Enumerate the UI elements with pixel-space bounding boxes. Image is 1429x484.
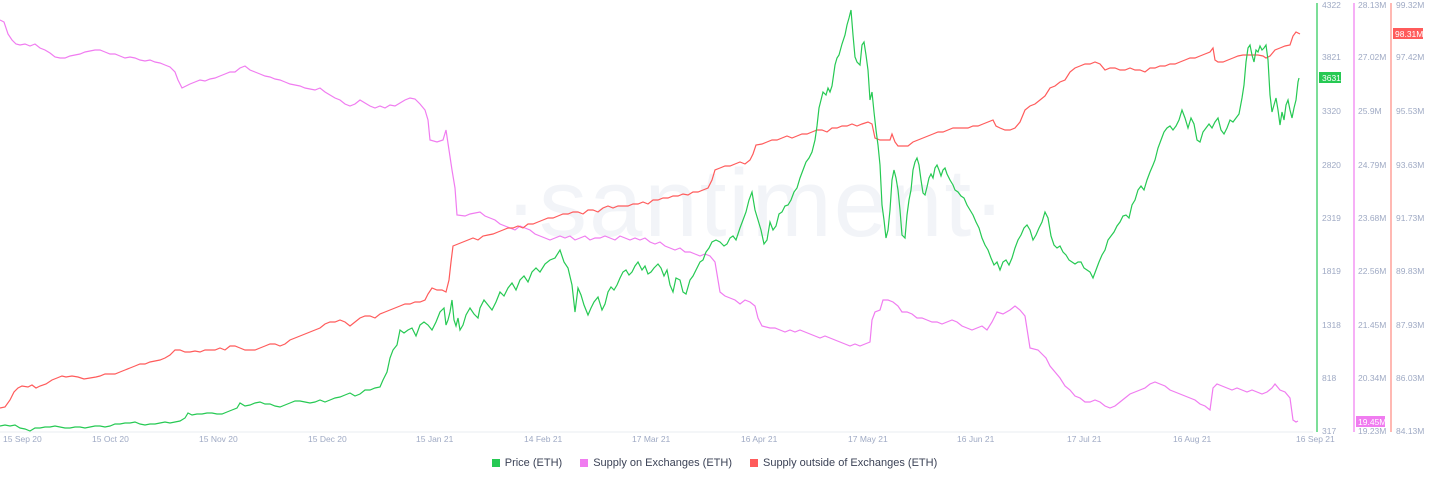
svg-text:3631: 3631 <box>1322 73 1341 83</box>
x-axis-ticks: 15 Sep 20 15 Oct 20 15 Nov 20 15 Dec 20 … <box>3 434 1335 444</box>
line-chart[interactable]: ·santiment· 4322 3821 3320 2820 2319 181… <box>0 0 1429 455</box>
legend-label: Supply outside of Exchanges (ETH) <box>762 457 938 469</box>
supply-off-axis-ticks: 99.32M 97.42M 95.53M 93.63M 91.73M 89.83… <box>1396 0 1424 436</box>
supply-off-tick: 97.42M <box>1396 52 1424 62</box>
supply-on-tick: 19.23M <box>1358 426 1386 436</box>
supply-on-tick: 24.79M <box>1358 160 1386 170</box>
price-current-badge: 3631 <box>1319 72 1341 83</box>
x-tick: 16 Jun 21 <box>957 434 995 444</box>
price-tick: 4322 <box>1322 0 1341 10</box>
price-tick: 818 <box>1322 373 1336 383</box>
x-tick: 15 Nov 20 <box>199 434 238 444</box>
price-axis-ticks: 4322 3821 3320 2820 2319 1819 1318 818 3… <box>1322 0 1341 436</box>
legend-item-supply-on-exchanges[interactable]: Supply on Exchanges (ETH) <box>580 457 732 469</box>
supply-off-tick: 93.63M <box>1396 160 1424 170</box>
supply-on-tick: 25.9M <box>1358 106 1382 116</box>
x-tick: 15 Oct 20 <box>92 434 129 444</box>
supply-off-tick: 95.53M <box>1396 106 1424 116</box>
supply-on-tick: 28.13M <box>1358 0 1386 10</box>
supply-off-tick: 99.32M <box>1396 0 1424 10</box>
price-tick: 3821 <box>1322 52 1341 62</box>
supply-on-current-badge: 19.45M <box>1356 416 1386 427</box>
supply-on-exchanges-line[interactable] <box>0 19 1299 423</box>
supply-off-tick: 87.93M <box>1396 320 1424 330</box>
legend-label: Supply on Exchanges (ETH) <box>593 457 732 469</box>
price-tick: 2319 <box>1322 213 1341 223</box>
x-tick: 17 Jul 21 <box>1067 434 1102 444</box>
x-tick: 14 Feb 21 <box>524 434 563 444</box>
legend-label: Price (ETH) <box>504 457 563 469</box>
x-tick: 15 Dec 20 <box>308 434 347 444</box>
price-tick: 2820 <box>1322 160 1341 170</box>
supply-on-tick: 20.34M <box>1358 373 1386 383</box>
legend-item-supply-outside-exchanges[interactable]: Supply outside of Exchanges (ETH) <box>749 457 938 469</box>
supply-on-axis-ticks: 28.13M 27.02M 25.9M 24.79M 23.68M 22.56M… <box>1358 0 1386 436</box>
supply-on-tick: 27.02M <box>1358 52 1386 62</box>
supply-on-tick: 23.68M <box>1358 213 1386 223</box>
legend-swatch-price <box>491 459 500 467</box>
chart-legend: Price (ETH) Supply on Exchanges (ETH) Su… <box>0 457 1429 469</box>
price-tick: 1819 <box>1322 266 1341 276</box>
price-tick: 3320 <box>1322 106 1341 116</box>
supply-off-tick: 86.03M <box>1396 373 1424 383</box>
legend-swatch-supply-off <box>749 459 758 467</box>
supply-off-tick: 84.13M <box>1396 426 1424 436</box>
x-tick: 16 Aug 21 <box>1173 434 1212 444</box>
x-tick: 16 Sep 21 <box>1296 434 1335 444</box>
x-tick: 17 Mar 21 <box>632 434 671 444</box>
supply-on-tick: 22.56M <box>1358 266 1386 276</box>
supply-outside-exchanges-line[interactable] <box>0 31 1301 409</box>
svg-text:98.31M: 98.31M <box>1395 29 1423 39</box>
supply-on-tick: 21.45M <box>1358 320 1386 330</box>
legend-swatch-supply-on <box>580 459 589 467</box>
x-tick: 16 Apr 21 <box>741 434 778 444</box>
price-tick: 1318 <box>1322 320 1341 330</box>
price-tick: 317 <box>1322 426 1336 436</box>
supply-off-current-badge: 98.31M <box>1393 28 1423 39</box>
supply-off-tick: 89.83M <box>1396 266 1424 276</box>
x-tick: 15 Sep 20 <box>3 434 42 444</box>
x-tick: 15 Jan 21 <box>416 434 454 444</box>
watermark: ·santiment· <box>505 150 1007 257</box>
price-line[interactable] <box>0 9 1300 432</box>
x-tick: 17 May 21 <box>848 434 888 444</box>
svg-text:19.45M: 19.45M <box>1358 417 1386 427</box>
supply-off-tick: 91.73M <box>1396 213 1424 223</box>
legend-item-price[interactable]: Price (ETH) <box>491 457 563 469</box>
